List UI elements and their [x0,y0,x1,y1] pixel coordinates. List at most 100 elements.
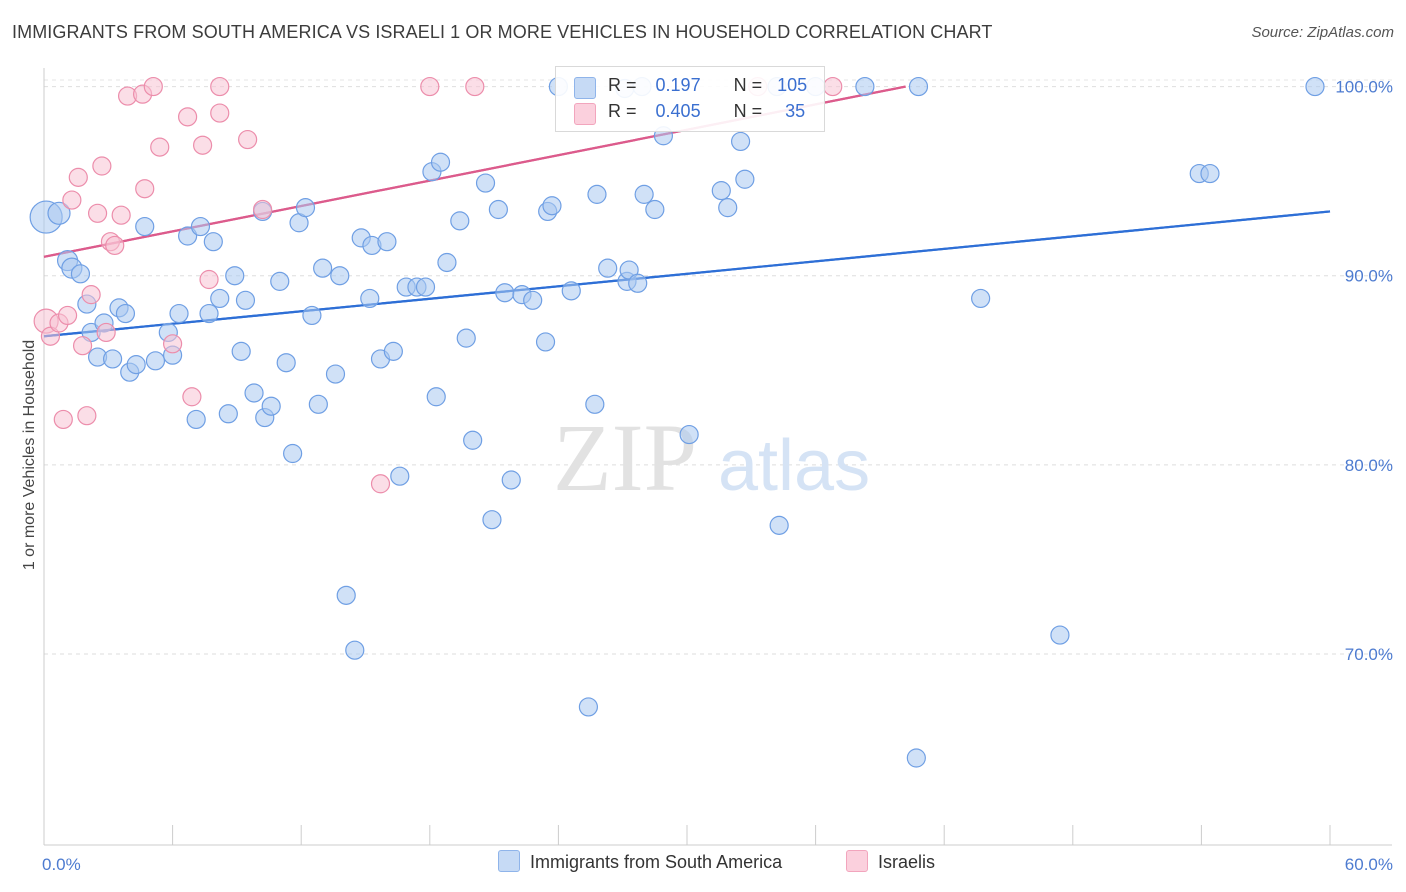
south-america-point [906,748,926,768]
south-america-point [186,409,206,430]
south-america-point [463,430,483,450]
south-america-point [908,76,929,97]
south-america-point [302,305,322,326]
watermark-atlas: atlas [718,426,870,506]
south-america-point [735,169,755,189]
south-america-point [345,640,365,660]
israelis-point [823,76,843,97]
trend-line-overlay [43,210,1331,338]
correlation-legend: R = 0.197 N = 105 R = 0.405 N = 35 [555,66,825,132]
israelis-point [81,285,101,305]
bottom-legend-swatch-south-america [498,850,520,872]
south-america-point [330,266,350,286]
south-america-point [70,264,91,284]
israelis-point [465,76,485,97]
south-america-point [1200,163,1220,184]
israelis-point [163,334,183,354]
israelis-point [111,205,131,225]
legend-r-label: R = [608,75,637,95]
south-america-point [415,277,436,297]
y-tick-label: 70.0% [1345,645,1393,664]
south-america-point [482,510,502,530]
south-america-point [501,470,521,490]
south-america-point [1050,625,1070,645]
south-america-point [475,173,496,193]
israelis-point [238,129,258,150]
south-america-point [218,404,238,424]
south-america-point [283,443,303,464]
south-america-point [225,266,245,286]
south-america-point [199,303,219,324]
y-axis-label: 1 or more Vehicles in Household [21,340,38,570]
legend-r-label: R = [608,101,637,121]
israelis-point [53,409,73,430]
y-tick-label: 80.0% [1345,456,1393,475]
south-america-point [1305,76,1325,97]
south-america-point [450,211,470,231]
south-america-point [308,394,328,414]
south-america-point [542,196,562,216]
legend-n-label: N = [733,101,763,121]
south-america-point [203,232,223,252]
israelis-point [77,406,97,426]
south-america-point [430,152,451,172]
south-america-point [711,181,731,201]
south-america-point [769,515,789,535]
bottom-legend-israelis: Israelis [846,850,935,873]
south-america-point [276,353,296,373]
south-america-point [495,283,515,303]
bottom-legend-south-america: Immigrants from South America [498,850,782,873]
legend-swatch-south-america [574,77,596,99]
south-america-point [426,387,446,407]
south-america-point [645,199,665,220]
south-america-point [190,216,211,237]
israelis-point [57,305,78,326]
south-america-point [634,184,654,204]
israelis-point [182,387,202,407]
south-america-point [270,271,290,291]
south-america-point [855,76,875,97]
israelis-point [420,76,440,97]
south-america-point [295,198,316,218]
israelis-point [210,76,230,97]
south-america-point [325,364,346,384]
south-america-point [383,341,403,361]
israelis-point [199,269,219,290]
israelis-point [178,107,198,127]
x-tick-label: 0.0% [42,855,81,874]
y-tick-label: 100.0% [1335,78,1393,97]
israelis-point [253,199,273,220]
watermark-zip: ZIP [553,404,697,511]
south-america-point [718,198,738,218]
tick-labels: 70.0% 80.0% 90.0% 100.0% 0.0% 60.0% [42,78,1393,874]
south-america-point [115,303,136,324]
south-america-point [628,273,648,293]
israelis-point [370,474,391,494]
south-america-point [578,697,599,717]
legend-swatch-israelis [574,103,596,125]
south-america-point [244,383,264,403]
south-america-point [587,184,607,204]
x-tick-label: 60.0% [1345,855,1393,874]
y-tick-label: 90.0% [1345,267,1393,286]
south-america-point [135,216,155,237]
south-america-point [126,355,146,375]
israelis-point [96,322,116,343]
south-america-point [456,328,476,348]
south-america-point [231,341,251,361]
south-america-point [585,394,605,414]
south-america-point [261,396,281,416]
south-america-point [377,232,397,252]
israelis-point [68,167,88,187]
south-america-point [971,288,991,309]
south-america-point [523,290,543,310]
gridlines [44,79,1392,655]
israelis-point [150,137,170,157]
south-america-point [102,349,123,369]
legend-r-value: 0.405 [655,101,701,121]
israelis-point [62,190,82,210]
legend-r-value: 0.197 [655,75,701,95]
legend-n-label: N = [733,75,763,95]
legend-n-value: 35 [785,101,806,121]
